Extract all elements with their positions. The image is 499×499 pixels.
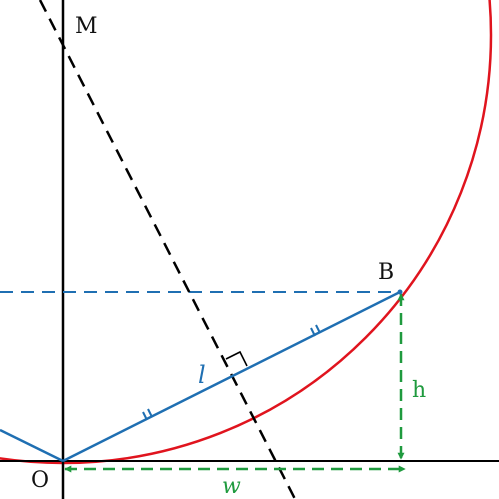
label-l: l bbox=[198, 361, 206, 389]
tick-mark-lower bbox=[142, 408, 153, 421]
right-angle-marker bbox=[225, 350, 248, 367]
tick-mark-upper bbox=[310, 324, 321, 337]
point-b-dot bbox=[397, 289, 403, 295]
label-o: O bbox=[31, 468, 49, 493]
chord-ob bbox=[62, 290, 401, 463]
label-h: h bbox=[412, 378, 426, 403]
label-m: M bbox=[75, 14, 98, 39]
label-b: B bbox=[378, 260, 394, 285]
left-chord-segment bbox=[0, 428, 64, 463]
label-w: w bbox=[222, 474, 241, 499]
perpendicular-bisector bbox=[38, 0, 297, 499]
